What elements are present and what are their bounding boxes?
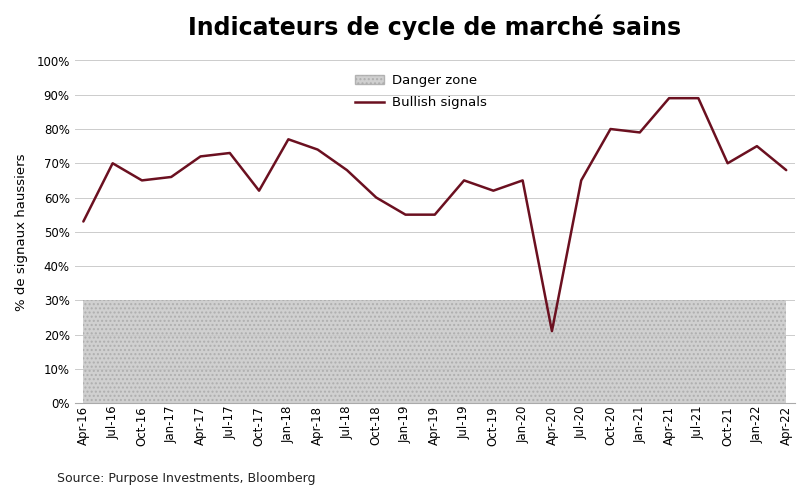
Text: Source: Purpose Investments, Bloomberg: Source: Purpose Investments, Bloomberg bbox=[57, 472, 315, 485]
Title: Indicateurs de cycle de marché sains: Indicateurs de cycle de marché sains bbox=[188, 15, 681, 41]
Legend: Danger zone, Bullish signals: Danger zone, Bullish signals bbox=[355, 74, 487, 109]
Y-axis label: % de signaux haussiers: % de signaux haussiers bbox=[15, 153, 28, 311]
